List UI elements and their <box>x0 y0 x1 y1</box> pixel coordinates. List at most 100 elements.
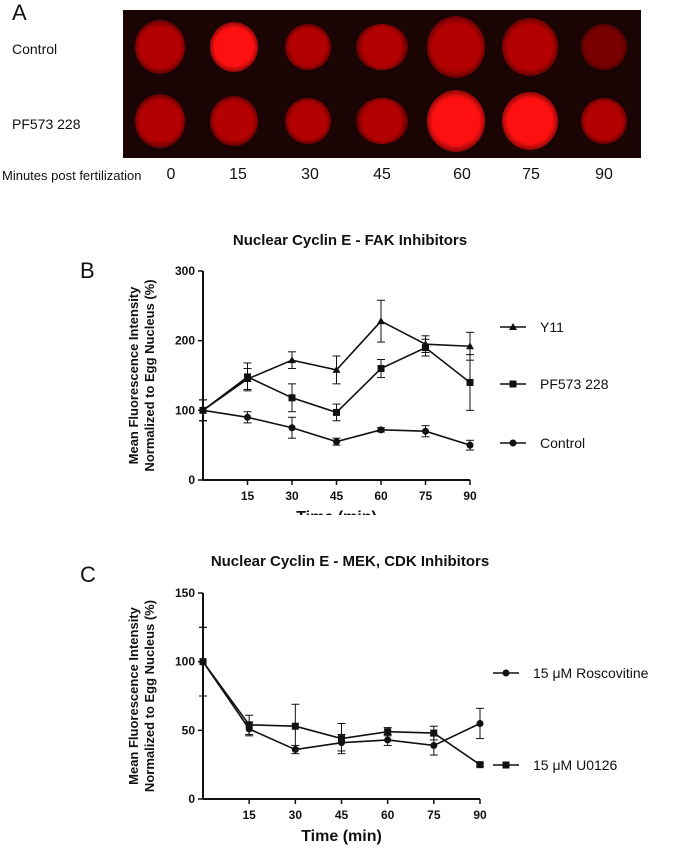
minutes-post-fertilization-label: Minutes post fertilization <box>2 168 142 183</box>
micrograph-cell <box>419 10 493 84</box>
chart-title: Nuclear Cyclin E - MEK, CDK Inhibitors <box>211 553 489 570</box>
data-point <box>199 658 207 666</box>
x-tick-label: 45 <box>330 489 344 503</box>
micrograph-grid <box>123 10 641 158</box>
time-label: 0 <box>166 166 176 183</box>
micrograph-cell <box>271 84 345 158</box>
legend-label: PF573 228 <box>540 376 609 392</box>
nucleus-spot <box>356 24 408 70</box>
y-tick-label: 300 <box>175 264 195 278</box>
legend-label: 15 μM U0126 <box>533 757 618 773</box>
x-tick-label: 75 <box>427 808 441 822</box>
y-axis-label: Mean Fluorescence Intensity Normalized to… <box>126 279 157 471</box>
y-axis-label-line: Mean Fluorescence Intensity <box>126 606 141 784</box>
micrograph-cell <box>493 84 567 158</box>
nucleus-spot <box>285 24 331 70</box>
data-point <box>377 365 385 373</box>
nucleus-spot <box>210 22 258 72</box>
x-tick-label: 30 <box>285 489 299 503</box>
nucleus-spot <box>427 16 485 78</box>
data-point <box>199 406 207 414</box>
data-point <box>384 736 392 744</box>
data-point <box>244 413 251 421</box>
y-tick-label: 150 <box>175 586 195 600</box>
x-tick-label: 15 <box>242 808 256 822</box>
data-point <box>466 378 474 386</box>
data-point <box>509 439 517 447</box>
x-axis-label: Time (min) <box>296 509 377 515</box>
row-label-pf573228: PF573 228 <box>12 116 81 132</box>
y-tick-label: 0 <box>188 473 195 487</box>
data-point <box>502 761 510 769</box>
data-point <box>288 356 296 364</box>
y-axis-label-line: Normalized to Egg Nucleus (%) <box>142 279 157 471</box>
nucleus-spot <box>135 94 185 148</box>
data-point <box>333 408 340 416</box>
data-point <box>245 721 253 729</box>
y-axis-label: Mean Fluorescence Intensity Normalized to… <box>126 600 157 792</box>
time-label: 30 <box>301 166 319 183</box>
data-point <box>430 729 438 737</box>
data-point <box>333 438 340 446</box>
legend-label: 15 μM Roscovitine <box>533 665 649 681</box>
micrograph-cell <box>345 10 419 84</box>
time-label: 90 <box>595 166 613 183</box>
nucleus-spot <box>356 98 408 144</box>
micrograph-cell <box>493 10 567 84</box>
series-triangle <box>199 299 474 422</box>
micrograph-cell <box>197 10 271 84</box>
x-tick-label: 60 <box>374 489 388 503</box>
data-point <box>377 426 385 434</box>
micrograph-cell <box>419 84 493 158</box>
chart-mek-cdk-inhibitors: Nuclear Cyclin E - MEK, CDK Inhibitors 0 5… <box>126 553 649 845</box>
time-label: 15 <box>229 166 247 183</box>
data-point <box>288 424 296 432</box>
micrograph-cell <box>345 84 419 158</box>
nucleus-spot <box>285 98 331 144</box>
data-point <box>430 741 438 749</box>
series-circle <box>199 399 474 451</box>
y-tick-label: 100 <box>175 655 195 669</box>
micrograph-cell <box>567 84 641 158</box>
data-point <box>377 317 385 325</box>
panel-b-letter: B <box>80 258 95 283</box>
y-axis-label-line: Normalized to Egg Nucleus (%) <box>142 600 157 792</box>
legend-label: Y11 <box>540 319 564 335</box>
y-tick-label: 0 <box>188 792 195 806</box>
x-tick-label: 15 <box>241 489 255 503</box>
panel-a-letter: A <box>12 0 27 25</box>
micrograph-cell <box>123 10 197 84</box>
y-tick-label: 100 <box>175 403 195 417</box>
y-tick-label: 200 <box>175 334 195 348</box>
y-axis-label-line: Mean Fluorescence Intensity <box>126 286 141 464</box>
x-tick-label: 60 <box>381 808 395 822</box>
nucleus-spot <box>581 24 627 70</box>
data-point <box>509 380 517 388</box>
legend-label: Control <box>540 435 585 451</box>
micrograph-cell <box>123 84 197 158</box>
nucleus-spot <box>502 18 558 76</box>
micrograph-cell <box>197 84 271 158</box>
data-point <box>384 728 392 736</box>
data-point <box>338 735 345 743</box>
data-point <box>422 427 429 435</box>
nucleus-spot <box>135 20 185 74</box>
x-tick-label: 90 <box>463 489 477 503</box>
nucleus-spot <box>581 98 627 144</box>
x-tick-label: 45 <box>335 808 349 822</box>
x-tick-label: 90 <box>473 808 487 822</box>
data-point <box>476 761 484 769</box>
data-point <box>288 394 296 402</box>
x-axis-label: Time (min) <box>301 828 382 845</box>
micrograph-cell <box>271 10 345 84</box>
data-point <box>291 722 299 730</box>
data-point <box>466 342 474 350</box>
y-tick-label: 50 <box>182 723 196 737</box>
data-point <box>509 323 517 330</box>
x-tick-label: 75 <box>419 489 433 503</box>
data-point <box>244 373 251 381</box>
panel-c-letter: C <box>80 562 96 587</box>
nucleus-spot <box>210 96 258 146</box>
time-label: 45 <box>373 166 391 183</box>
data-point <box>466 441 474 449</box>
